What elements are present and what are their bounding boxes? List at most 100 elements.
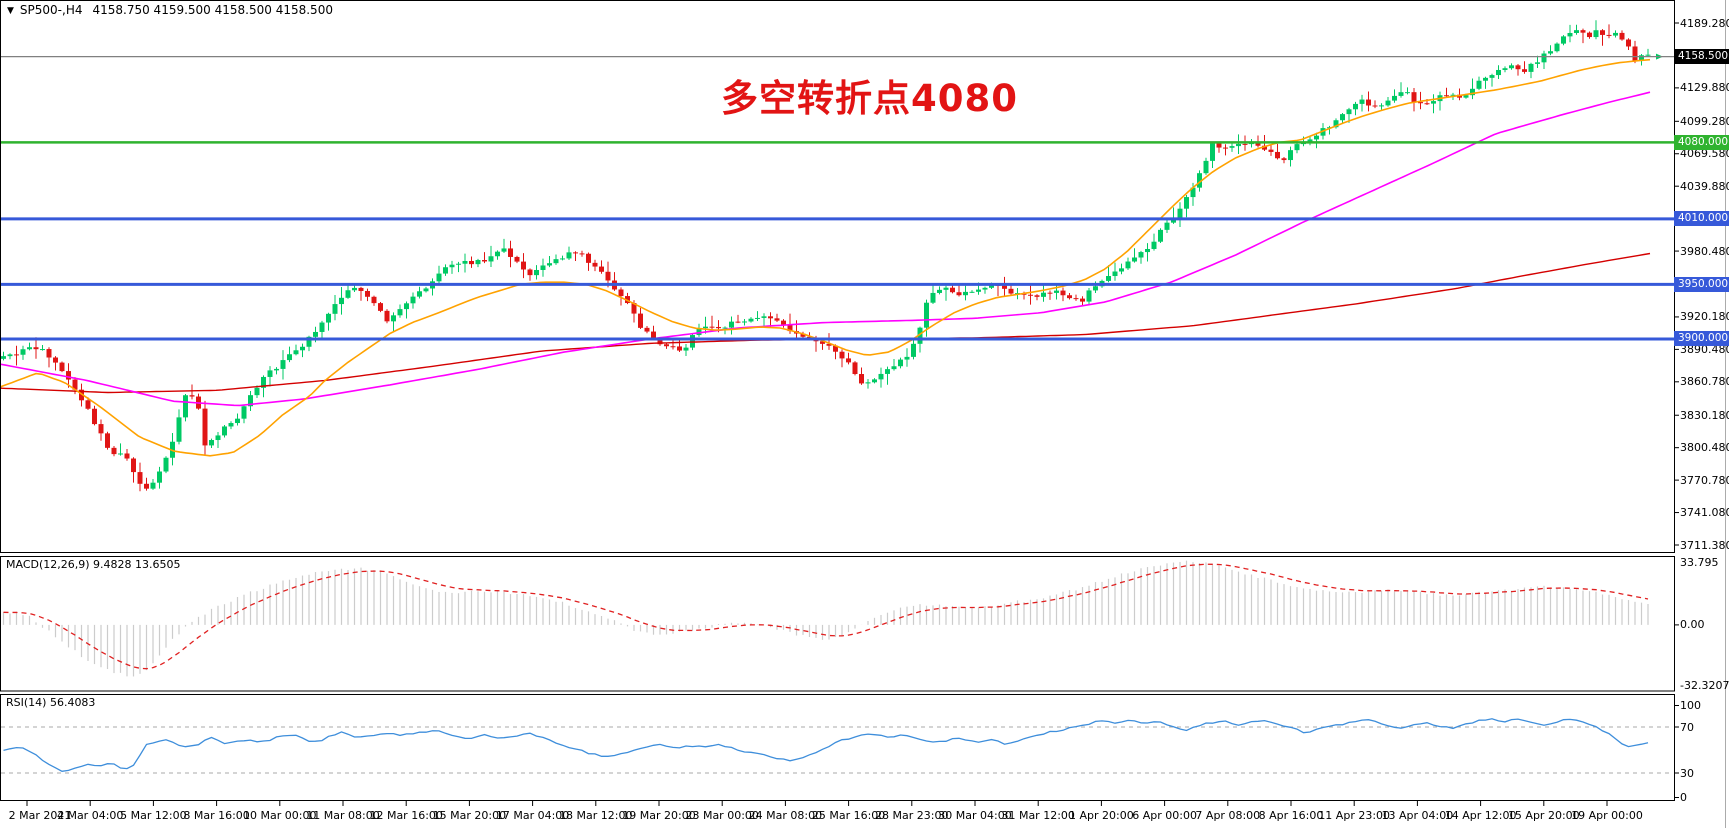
candle-body xyxy=(456,263,461,265)
candle-body xyxy=(85,400,91,409)
candle-body xyxy=(657,338,663,345)
candle-body xyxy=(716,326,721,329)
candle-body xyxy=(423,288,429,292)
candle-body xyxy=(14,354,19,356)
candle-body xyxy=(527,269,533,276)
candle-body xyxy=(280,360,286,369)
price-tick-label: 3770.780 xyxy=(1680,473,1729,487)
price-tick-label: 4129.880 xyxy=(1680,81,1729,95)
candle-body xyxy=(1613,32,1618,36)
price-tag-4158.500: 4158.500 xyxy=(1674,49,1729,65)
time-label: 4 Mar 04:00 xyxy=(56,809,124,822)
time-label: 11 Apr 23:00 xyxy=(1318,809,1391,822)
candle-body xyxy=(943,287,949,290)
price-tick-label: 4069.580 xyxy=(1680,147,1729,161)
price-tick-label: 4039.880 xyxy=(1680,179,1729,193)
candle-body xyxy=(651,331,656,339)
candle-body xyxy=(1002,285,1007,289)
candle-body xyxy=(1411,92,1417,103)
symbol-dropdown-icon[interactable]: ▼ xyxy=(7,6,14,16)
time-label: 15 Mar 20:00 xyxy=(432,809,507,822)
candle-body xyxy=(1541,53,1547,63)
candle-body xyxy=(254,387,260,396)
candle-body xyxy=(885,369,890,374)
candle-body xyxy=(358,287,364,291)
candle-body xyxy=(566,252,572,259)
candle-body xyxy=(371,296,377,304)
candle-body xyxy=(1626,39,1631,47)
time-label: 17 Mar 04:00 xyxy=(495,809,570,822)
candle-body xyxy=(27,347,32,350)
candle-body xyxy=(677,346,682,351)
price-tick-label: 3920.180 xyxy=(1680,310,1729,324)
time-label: 14 Apr 12:00 xyxy=(1444,809,1517,822)
candle-body xyxy=(976,289,981,292)
candle-body xyxy=(956,292,962,296)
candle-body xyxy=(241,406,247,419)
candle-body xyxy=(183,395,188,418)
candle-body xyxy=(501,248,507,252)
time-label: 5 Mar 12:00 xyxy=(120,809,187,822)
candle-body xyxy=(72,379,78,390)
candle-body xyxy=(1177,208,1183,218)
candle-body xyxy=(1567,32,1573,37)
candle-body xyxy=(729,321,734,328)
macd-panel[interactable] xyxy=(2,560,1649,677)
rsi-tick-label: 0 xyxy=(1680,791,1687,804)
candle-body xyxy=(482,260,487,262)
candle-body xyxy=(1522,69,1527,72)
candle-body xyxy=(1502,68,1508,70)
time-label: 30 Mar 04:00 xyxy=(938,809,1012,822)
candle-body xyxy=(1346,109,1352,115)
chart-text-annotation[interactable]: 多空转折点4080 xyxy=(721,77,1018,120)
candle-body xyxy=(709,326,715,328)
candle-body xyxy=(644,327,650,332)
candle-body xyxy=(1444,95,1449,97)
candle-body xyxy=(306,336,312,347)
candle-body xyxy=(124,453,130,459)
candle-body xyxy=(300,346,305,351)
rsi-indicator-label: RSI(14) 56.4083 xyxy=(6,696,96,709)
candle-body xyxy=(638,313,643,328)
candle-body xyxy=(189,395,195,397)
candle-body xyxy=(696,328,702,336)
candle-body xyxy=(742,321,747,323)
time-label: 19 Mar 20:00 xyxy=(622,809,696,822)
candle-body xyxy=(7,354,13,357)
candle-body xyxy=(989,284,994,288)
price-tag-4010.000: 4010.000 xyxy=(1674,211,1729,227)
candle-body xyxy=(475,260,481,265)
candle-body xyxy=(267,370,273,377)
candle-body xyxy=(1255,142,1261,146)
candle-body xyxy=(1080,298,1085,302)
candle-body xyxy=(131,458,136,473)
candle-body xyxy=(339,297,344,305)
candle-body xyxy=(417,291,422,297)
candle-body xyxy=(222,426,227,436)
candle-body xyxy=(150,482,156,489)
candle-body xyxy=(1587,32,1592,38)
time-label: 15 Apr 20:00 xyxy=(1507,809,1580,822)
candle-body xyxy=(573,252,578,254)
candle-body xyxy=(1645,54,1651,56)
candle-body xyxy=(670,346,676,348)
time-label: 31 Mar 12:00 xyxy=(1001,809,1075,822)
candle-body xyxy=(560,258,565,260)
candle-body xyxy=(950,287,955,293)
candle-body xyxy=(1574,30,1579,33)
candle-body xyxy=(1,356,6,359)
candle-body xyxy=(1496,69,1501,76)
candle-body xyxy=(293,350,299,355)
price-tick-label: 3800.480 xyxy=(1680,441,1729,455)
candle-body xyxy=(800,333,806,337)
rsi-panel[interactable] xyxy=(1,718,1674,774)
candle-body xyxy=(1470,88,1475,96)
candle-body xyxy=(443,267,448,274)
price-tag-4080.000: 4080.000 xyxy=(1674,134,1729,150)
price-panel[interactable] xyxy=(0,20,1663,492)
time-label: 11 Mar 08:00 xyxy=(306,809,380,822)
candle-body xyxy=(261,376,266,388)
candle-body xyxy=(1333,120,1339,128)
candle-body xyxy=(1158,229,1163,242)
